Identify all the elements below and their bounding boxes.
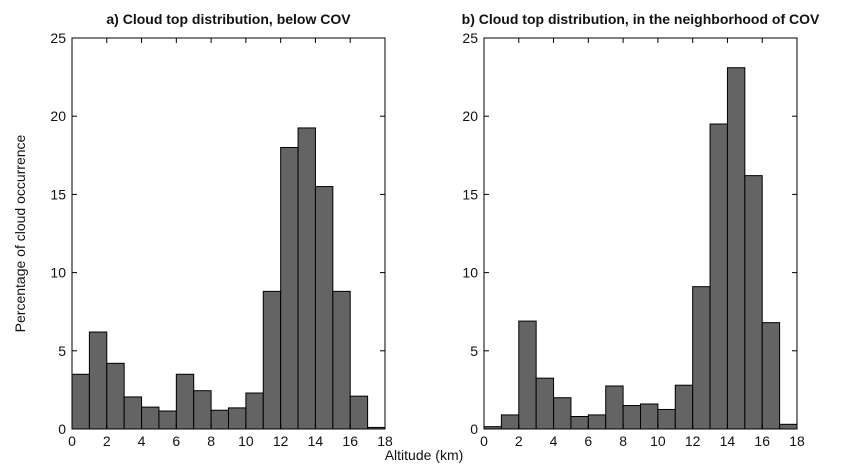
x-tick-label: 16 [754,433,770,449]
x-tick-label: 2 [515,433,523,449]
bar [193,390,212,430]
y-tick-label: 0 [58,421,66,437]
bar [123,396,143,430]
bar [709,123,728,430]
bar [518,320,537,430]
bar [500,414,520,430]
y-tick-label: 15 [462,186,478,202]
y-tick-label: 5 [470,343,478,359]
bar [657,408,676,430]
chart-title: b) Cloud top distribution, in the neighb… [462,11,820,27]
x-tick-label: 0 [480,433,488,449]
bar [297,127,316,430]
x-tick-label: 16 [342,433,358,449]
bar [744,175,763,430]
bar [228,407,247,430]
bar [314,186,334,430]
chart-title: a) Cloud top distribution, below COV [106,11,351,27]
y-tick-label: 0 [470,421,478,437]
x-tick-label: 4 [138,433,146,449]
bar [726,67,746,430]
x-tick-label: 14 [720,433,736,449]
bar [535,377,555,430]
bar [141,406,160,430]
bar [640,403,659,430]
bar [779,423,798,430]
bar [245,392,264,430]
y-tick-label: 15 [50,186,66,202]
bar [210,409,230,430]
y-tick-label: 20 [50,108,66,124]
plot-frame [483,37,798,430]
bar [692,286,711,430]
x-axis-label: Altitude (km) [385,447,464,463]
bar [570,415,589,430]
x-tick-label: 8 [207,433,215,449]
bar [761,322,781,430]
bar [71,373,90,430]
plot-frame [71,37,386,430]
bar [88,331,108,430]
y-tick-label: 25 [462,30,478,46]
y-tick-label: 5 [58,343,66,359]
bar [280,146,299,430]
x-tick-label: 6 [172,433,180,449]
y-tick-label: 10 [462,265,478,281]
bar [605,385,624,430]
x-tick-label: 4 [550,433,558,449]
bar [262,290,282,430]
y-tick-label: 10 [50,265,66,281]
y-tick-label: 20 [462,108,478,124]
bar [158,410,177,430]
bar [106,362,125,430]
bar [349,395,369,430]
x-tick-label: 10 [650,433,666,449]
x-tick-label: 12 [685,433,701,449]
bar [332,290,351,430]
y-axis-label: Percentage of cloud occurrence [12,134,28,332]
bar [622,405,641,430]
bar [553,397,572,430]
x-tick-label: 18 [789,433,805,449]
x-tick-label: 8 [619,433,627,449]
x-tick-label: 2 [103,433,111,449]
bar [587,414,607,430]
x-tick-label: 0 [68,433,76,449]
bar [175,373,195,430]
x-tick-label: 18 [377,433,393,449]
x-tick-label: 10 [238,433,254,449]
x-tick-label: 12 [273,433,289,449]
y-tick-label: 25 [50,30,66,46]
bar [674,384,694,430]
x-tick-label: 6 [584,433,592,449]
x-tick-label: 14 [308,433,324,449]
